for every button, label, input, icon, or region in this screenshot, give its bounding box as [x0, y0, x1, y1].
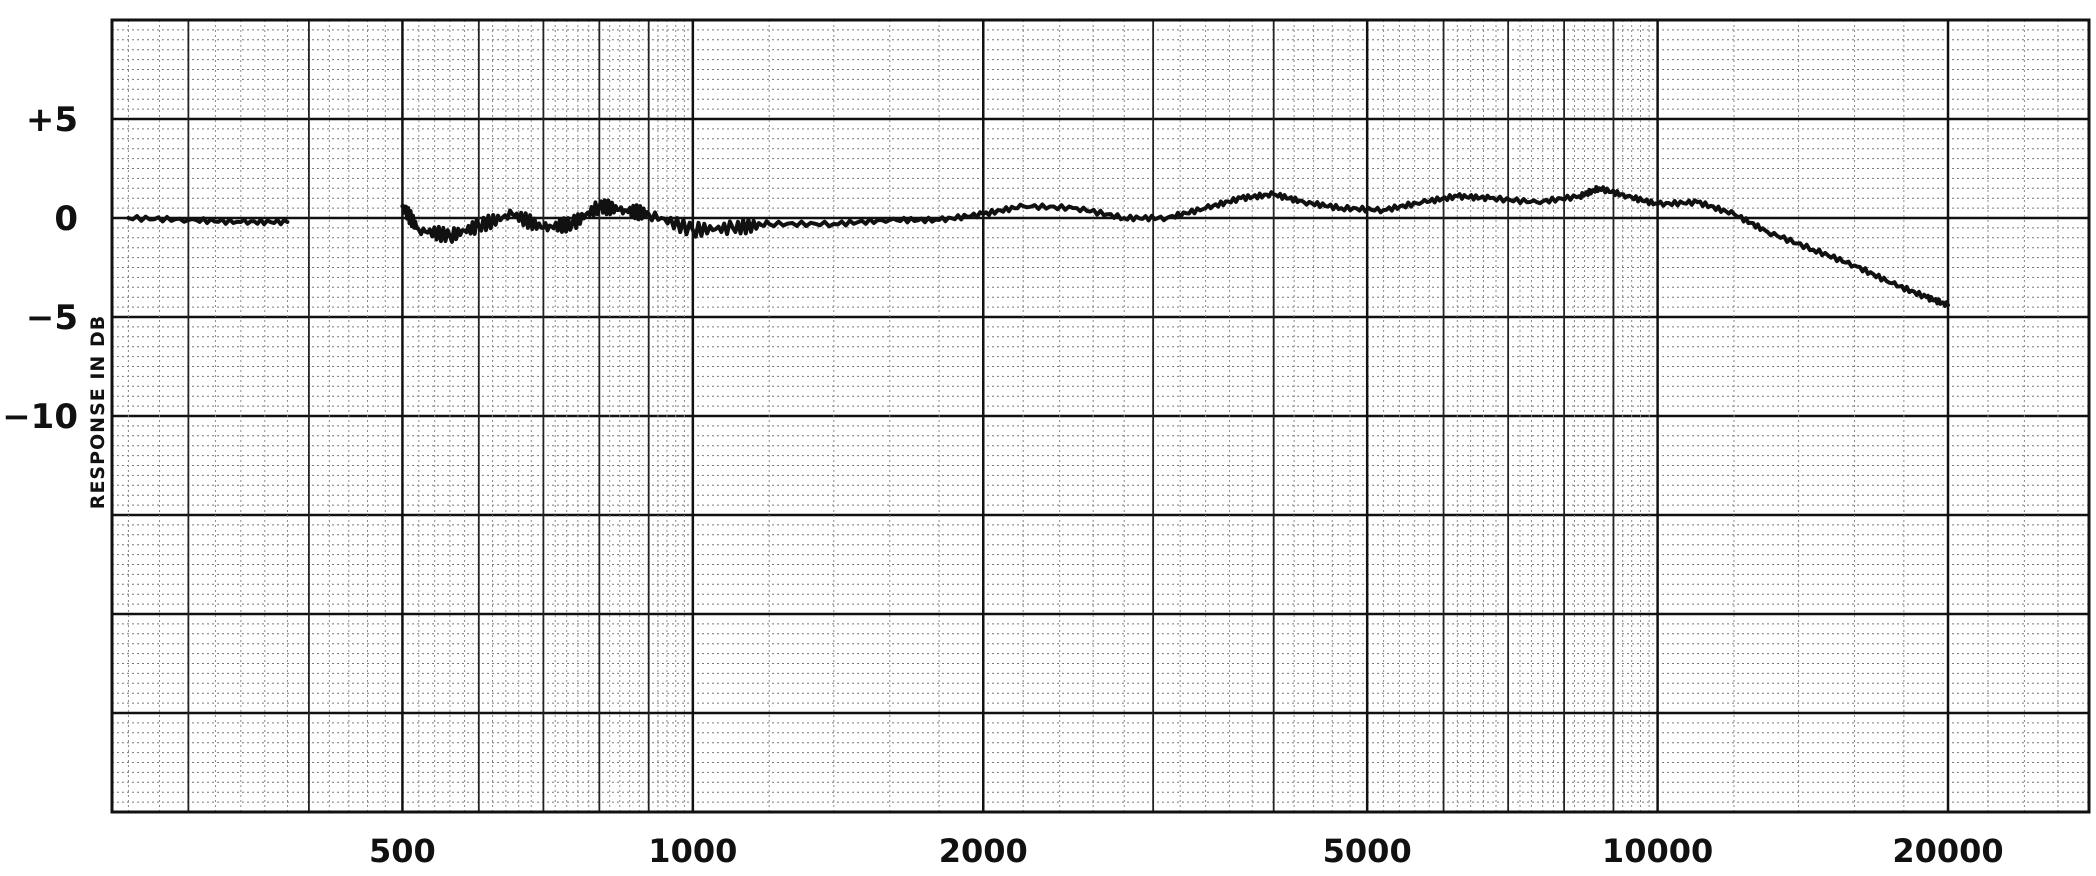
y-tick-label: 0	[54, 199, 78, 239]
y-tick-label: −5	[26, 298, 78, 338]
x-tick-label: 5000	[1323, 832, 1412, 870]
y-tick-label: +5	[26, 100, 78, 140]
y-tick-label: −10	[2, 397, 78, 437]
series-layer	[126, 185, 1950, 308]
response-trace-1	[126, 214, 290, 227]
x-tick-label: 20000	[1892, 832, 2003, 870]
x-tick-label: 2000	[939, 832, 1028, 870]
x-tick-label: 500	[369, 832, 436, 870]
response-trace-2	[400, 185, 1950, 308]
x-tick-label: 1000	[648, 832, 737, 870]
y-axis-label: RESPONSE IN DB	[87, 315, 109, 509]
x-tick-label: 10000	[1602, 832, 1713, 870]
x-tick-labels: 500 1000 2000 5000 10000 20000	[369, 832, 2004, 870]
y-tick-labels: +5 0 −5 −10	[2, 100, 78, 437]
plot-frame	[110, 18, 2091, 814]
